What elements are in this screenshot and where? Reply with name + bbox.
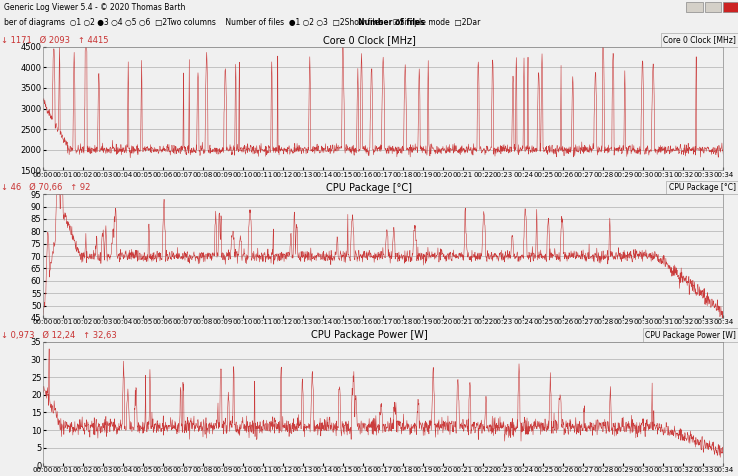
Text: ber of diagrams  ○1 ○2 ●3 ○4 ○5 ○6  □2Two columns    Number of files  ●1 ○2 ○3  : ber of diagrams ○1 ○2 ●3 ○4 ○5 ○6 □2Two …	[4, 18, 480, 27]
Text: Generic Log Viewer 5.4 - © 2020 Thomas Barth: Generic Log Viewer 5.4 - © 2020 Thomas B…	[4, 3, 185, 11]
Bar	[686, 2, 703, 12]
Text: CPU Package Power [W]: CPU Package Power [W]	[311, 330, 427, 340]
Text: Number of files: Number of files	[358, 18, 424, 27]
Text: Core 0 Clock [MHz]: Core 0 Clock [MHz]	[663, 36, 736, 44]
Text: CPU Package [°C]: CPU Package [°C]	[669, 183, 736, 192]
Bar	[723, 2, 738, 12]
Text: CPU Package Power [W]: CPU Package Power [W]	[645, 331, 736, 339]
Bar	[705, 2, 721, 12]
Text: ↓ 1171   Ø 2093   ↑ 4415: ↓ 1171 Ø 2093 ↑ 4415	[1, 36, 109, 44]
Text: CPU Package [°C]: CPU Package [°C]	[326, 182, 412, 193]
Text: ↓ 46   Ø 70,66   ↑ 92: ↓ 46 Ø 70,66 ↑ 92	[1, 183, 91, 192]
Text: ↓ 0,973   Ø 12,24   ↑ 32,63: ↓ 0,973 Ø 12,24 ↑ 32,63	[1, 331, 117, 339]
Text: Core 0 Clock [MHz]: Core 0 Clock [MHz]	[323, 35, 415, 45]
